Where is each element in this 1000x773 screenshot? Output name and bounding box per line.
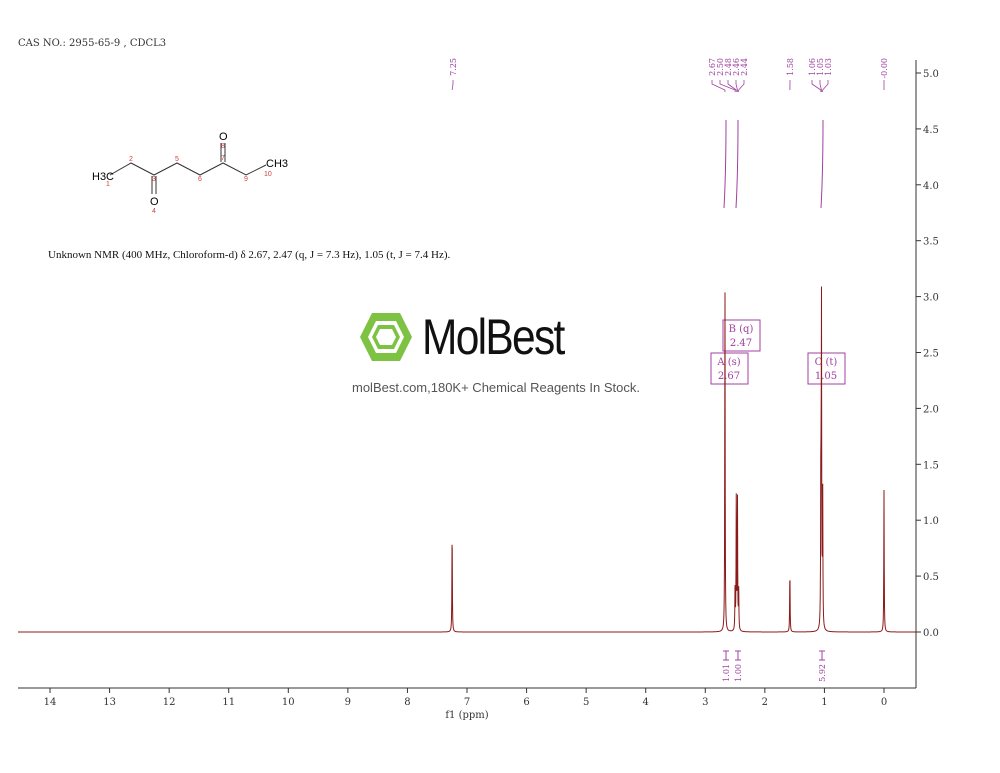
peak-label: 2.48 [724,58,733,76]
peak-label-leader [719,80,736,92]
y-tick-label: 3.0 [923,293,939,304]
x-tick-label: 11 [222,697,235,708]
multiplet-shift: 1.05 [815,371,837,382]
atom-h3c: H3C [92,171,114,183]
x-tick-label: 0 [881,697,887,708]
peak-label: 1.06 [808,58,817,76]
multiplet-label: A (s) [716,357,740,368]
multiplet-label: C (t) [815,357,838,368]
x-tick-label: 13 [103,697,116,708]
peak-label-leader [819,80,822,92]
integral-bracket [819,650,825,661]
peak-label-leader [735,80,738,92]
molbest-logo: MolBest [358,308,589,366]
x-tick-label: 8 [404,697,410,708]
atom-number: 5 [175,156,179,163]
multiplet-shift: 2.47 [730,338,752,349]
brand-name: MolBest [422,309,565,365]
y-tick-label: 2.5 [923,349,939,360]
y-tick-label: 0.0 [923,628,939,639]
x-tick-label: 14 [44,697,57,708]
integral-bracket [723,650,729,661]
x-tick-label: 3 [702,697,708,708]
peak-label: 1.03 [824,58,833,76]
peak-label: 1.58 [786,58,795,76]
peak-label-leader [811,80,822,92]
integral-value: 5.92 [818,664,827,682]
cas-number: CAS NO.: 2955-65-9 , CDCL3 [18,38,167,49]
atom-o-8: O [219,131,228,143]
y-tick-label: 1.5 [923,460,939,471]
molecule-structure: H3C CH3 O O 1 2 3 4 5 6 7 8 9 10 [92,131,288,215]
multiplet-box [710,352,749,385]
peak-label: 2.44 [740,58,749,76]
multiplet-label: B (q) [729,324,754,335]
peak-label: -0.00 [880,58,889,79]
spectrum-line [18,286,916,633]
atom-number: 10 [264,171,272,178]
peak-label: 1.05 [816,58,825,76]
atom-ch3: CH3 [266,158,288,170]
peak-label-leader [822,80,829,92]
peak-label-leader [451,80,454,91]
integral-curve [820,119,824,209]
y-tick-label: 5.0 [923,69,939,80]
atom-number: 3 [152,176,156,183]
integral-curve [723,119,727,209]
x-tick-label: 1 [821,697,827,708]
atom-number: 2 [129,156,133,163]
peak-label-leader [727,80,737,92]
x-tick-label: 6 [523,697,529,708]
watermark-tagline: molBest.com,180K+ Chemical Reagents In S… [352,380,640,395]
nmr-description: Unknown NMR (400 MHz, Chloroform-d) δ 2.… [48,249,451,261]
x-tick-label: 10 [282,697,295,708]
peak-label: 2.50 [716,58,725,76]
integral-value: 1.00 [734,664,743,682]
x-tick-label: 2 [762,697,768,708]
peak-label: 2.46 [732,58,741,76]
atom-number: 4 [152,208,156,215]
x-tick-label: 4 [643,697,649,708]
integral-bracket [735,650,741,661]
y-tick-label: 3.5 [923,237,939,248]
peak-label: 2.67 [708,58,717,76]
peak-label: 7.25 [449,58,458,76]
peak-label-leader [738,80,745,92]
y-tick-label: 1.0 [923,516,939,527]
atom-number: 7 [221,155,225,162]
annotations: 7.25 2.67 2.50 2.48 2.46 2.44 1.58 1.06 1.05 1.03… [449,58,889,682]
hexagon-logo-icon [360,313,412,361]
atom-number: 9 [244,176,248,183]
multiplet-shift: 2.67 [718,371,740,382]
integral-value: 1.01 [722,664,731,682]
multiplet-box [722,319,761,352]
atom-number: 1 [106,181,110,188]
y-tick-label: 4.5 [923,125,939,136]
x-tick-label: 9 [345,697,351,708]
y-tick-label: 0.5 [923,572,939,583]
y-tick-label: 4.0 [923,181,939,192]
x-tick-label: 5 [583,697,589,708]
x-tick-label: 12 [163,697,176,708]
y-tick-label: 2.0 [923,404,939,415]
x-axis-label: f1 (ppm) [445,710,488,721]
atom-number: 6 [198,176,202,183]
atom-number: 8 [221,143,225,150]
multiplet-box [807,352,846,385]
integral-curve [735,119,739,209]
peak-label-leader [711,80,726,92]
atom-o-4: O [150,196,159,208]
x-tick-label: 7 [464,697,470,708]
axes: 14 13 12 11 10 9 8 7 6 5 4 3 2 1 05.04.54.03.53.02.52.… [18,60,939,708]
